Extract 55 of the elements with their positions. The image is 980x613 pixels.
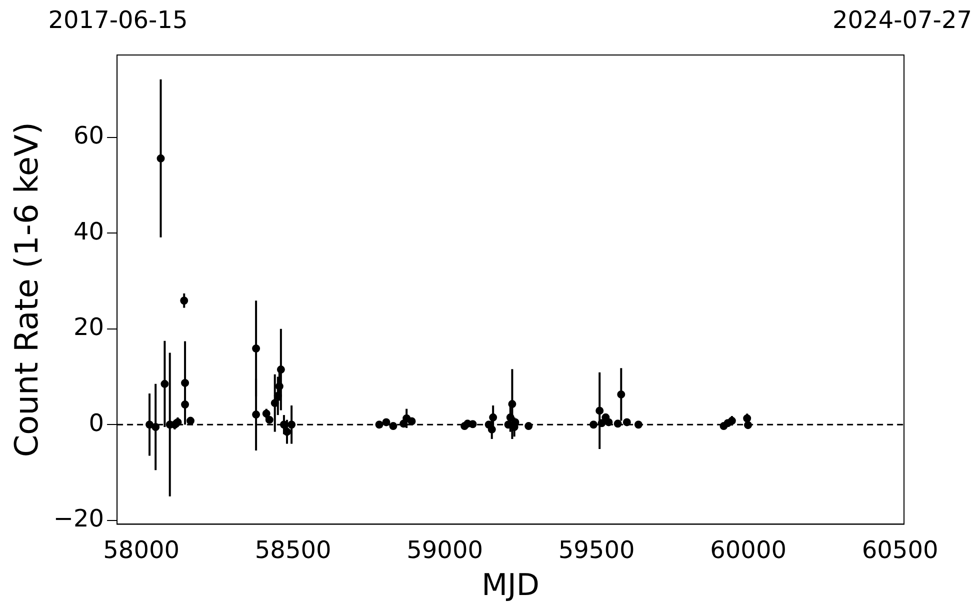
x-tick-label: 60000: [710, 536, 786, 564]
point: [156, 154, 165, 162]
point: [382, 418, 390, 426]
point: [506, 413, 514, 422]
point: [408, 417, 416, 426]
point: [283, 428, 292, 436]
point: [274, 392, 282, 400]
point: [186, 416, 194, 425]
text: 2017-06-15: [48, 6, 188, 34]
point: [590, 420, 598, 429]
point: [262, 410, 270, 418]
y-tick-label: 20: [74, 313, 104, 342]
point: [146, 420, 154, 429]
y-axis-title: Count Rate (1-6 keV): [8, 122, 46, 458]
point: [622, 418, 631, 426]
x-tick-label: 59000: [406, 536, 483, 564]
x-tick-label: 60500: [862, 536, 938, 564]
point: [160, 380, 169, 388]
point: [252, 410, 260, 419]
x-tick-label: 58500: [254, 536, 332, 564]
point: [617, 390, 626, 398]
point: [468, 420, 477, 428]
point: [508, 400, 516, 408]
point: [634, 420, 642, 429]
x-axis-title: MJD: [482, 568, 540, 603]
point: [265, 416, 274, 424]
y-tick-label: −20: [53, 504, 104, 533]
y-tick-label: 60: [74, 122, 104, 150]
point: [270, 399, 279, 408]
y-tick-label: 0: [88, 408, 104, 437]
point: [743, 414, 752, 422]
point: [275, 382, 284, 390]
point: [604, 418, 613, 426]
point: [181, 378, 190, 387]
point: [174, 418, 182, 426]
point: [288, 420, 296, 429]
point: [375, 420, 384, 429]
point: [488, 425, 496, 434]
point: [489, 413, 498, 422]
point: [389, 422, 398, 430]
point: [152, 423, 160, 432]
point: [252, 344, 260, 352]
point: [744, 421, 752, 430]
point: [596, 406, 604, 415]
point: [276, 366, 285, 374]
point: [180, 296, 188, 305]
point: [728, 416, 736, 425]
point: [181, 400, 190, 409]
x-tick-label: 59500: [558, 536, 635, 564]
text: 2024-07-27: [832, 6, 972, 34]
point: [524, 422, 533, 430]
x-tick-label: 58000: [103, 536, 180, 564]
point: [598, 419, 606, 428]
y-tick-label: 40: [74, 217, 104, 246]
point: [614, 420, 622, 428]
